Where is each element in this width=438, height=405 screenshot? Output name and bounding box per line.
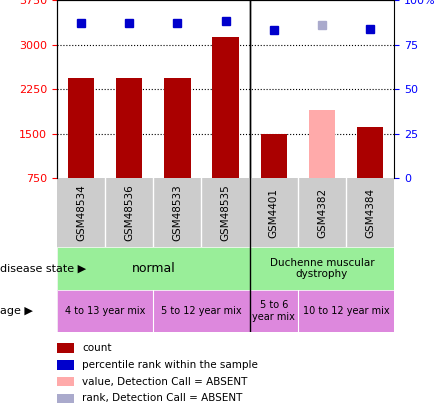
Bar	[57, 343, 74, 353]
Text: value, Detection Call = ABSENT: value, Detection Call = ABSENT	[82, 377, 248, 387]
Text: percentile rank within the sample: percentile rank within the sample	[82, 360, 258, 370]
Text: GSM4382: GSM4382	[317, 188, 327, 238]
Text: 5 to 6
year mix: 5 to 6 year mix	[252, 300, 295, 322]
Text: GSM4401: GSM4401	[269, 188, 279, 238]
Text: GSM48534: GSM48534	[76, 184, 86, 241]
Bar	[57, 247, 250, 290]
Bar	[57, 394, 74, 403]
Text: Duchenne muscular
dystrophy: Duchenne muscular dystrophy	[270, 258, 374, 279]
Text: 10 to 12 year mix: 10 to 12 year mix	[303, 306, 389, 316]
Text: 4 to 13 year mix: 4 to 13 year mix	[65, 306, 145, 316]
Bar	[57, 360, 74, 370]
Text: age ▶: age ▶	[0, 306, 33, 316]
Text: rank, Detection Call = ABSENT: rank, Detection Call = ABSENT	[82, 393, 243, 403]
Text: normal: normal	[131, 262, 175, 275]
Bar	[116, 79, 142, 178]
Text: 5 to 12 year mix: 5 to 12 year mix	[161, 306, 242, 316]
Bar	[57, 377, 74, 386]
Bar	[57, 290, 153, 332]
Bar	[68, 79, 94, 178]
Text: disease state ▶: disease state ▶	[0, 263, 86, 273]
Bar	[309, 110, 335, 178]
Text: GSM48535: GSM48535	[221, 184, 230, 241]
Bar	[250, 290, 298, 332]
Bar	[153, 290, 250, 332]
Text: GSM4384: GSM4384	[365, 188, 375, 238]
Text: GSM48533: GSM48533	[173, 184, 182, 241]
Bar	[298, 290, 394, 332]
Bar	[261, 134, 287, 178]
Bar	[357, 126, 383, 178]
Bar	[212, 37, 239, 178]
Text: count: count	[82, 343, 112, 353]
Bar	[250, 247, 394, 290]
Text: GSM48536: GSM48536	[124, 184, 134, 241]
Bar	[164, 79, 191, 178]
